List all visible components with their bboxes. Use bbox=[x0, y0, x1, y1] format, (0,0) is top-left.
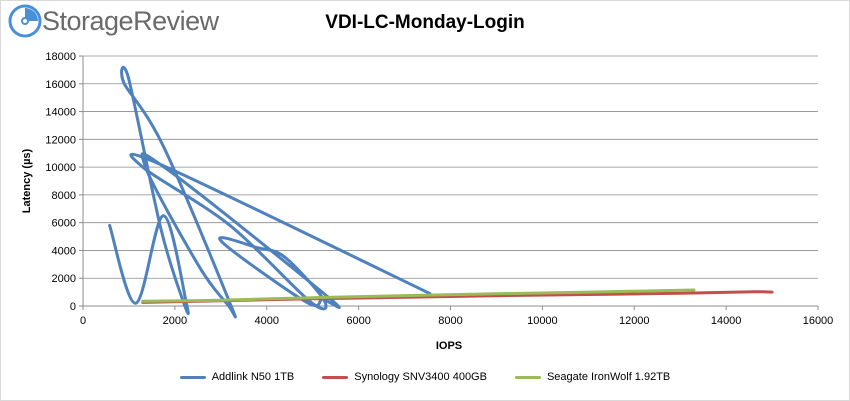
series-line-addlink bbox=[108, 65, 432, 319]
x-axis-ticks: 0 2000 4000 6000 8000 10000 12000 14000 16000 bbox=[80, 306, 833, 327]
series-lines bbox=[108, 65, 774, 319]
legend-label-seagate: Seagate IronWolf 1.92TB bbox=[546, 371, 671, 383]
legend: Addlink N50 1TB Synology SNV3400 400GB S… bbox=[0, 371, 850, 383]
y-tick-label: 8000 bbox=[52, 190, 76, 202]
series-line-seagate bbox=[141, 288, 696, 303]
x-tick-label: 4000 bbox=[255, 315, 279, 327]
x-tick-label: 12000 bbox=[619, 315, 650, 327]
x-tick-label: 8000 bbox=[438, 315, 462, 327]
y-axis-ticks: 0 2000 4000 6000 8000 10000 12000 14000 16000 180… bbox=[45, 51, 83, 313]
y-tick-label: 14000 bbox=[45, 107, 76, 119]
chart-title: VDI-LC-Monday-Login bbox=[325, 12, 525, 33]
storagereview-logo-icon bbox=[8, 4, 42, 38]
legend-item-synology: Synology SNV3400 400GB bbox=[322, 371, 487, 383]
x-tick-label: 0 bbox=[80, 315, 86, 327]
y-tick-label: 4000 bbox=[52, 245, 76, 257]
legend-swatch-synology bbox=[322, 375, 349, 379]
y-tick-label: 6000 bbox=[52, 218, 76, 230]
y-tick-label: 2000 bbox=[52, 273, 76, 285]
x-tick-label: 14000 bbox=[711, 315, 742, 327]
x-tick-label: 6000 bbox=[346, 315, 370, 327]
legend-label-addlink: Addlink N50 1TB bbox=[211, 371, 295, 383]
legend-swatch-seagate bbox=[514, 375, 541, 379]
x-tick-label: 10000 bbox=[527, 315, 558, 327]
x-tick-label: 16000 bbox=[803, 315, 834, 327]
storagereview-logo: StorageReview bbox=[8, 4, 219, 38]
gridlines bbox=[83, 55, 818, 279]
y-axis-label: Latency (µs) bbox=[21, 148, 33, 213]
y-tick-label: 16000 bbox=[45, 79, 76, 91]
x-axis-label: IOPS bbox=[436, 340, 462, 352]
y-tick-label: 0 bbox=[70, 301, 76, 313]
y-tick-label: 12000 bbox=[45, 134, 76, 146]
legend-item-seagate: Seagate IronWolf 1.92TB bbox=[514, 371, 671, 383]
y-tick-label: 18000 bbox=[45, 51, 76, 63]
y-tick-label: 10000 bbox=[45, 162, 76, 174]
x-tick-label: 2000 bbox=[163, 315, 187, 327]
logo-text: StorageReview bbox=[42, 5, 219, 36]
legend-item-addlink: Addlink N50 1TB bbox=[179, 371, 295, 383]
legend-label-synology: Synology SNV3400 400GB bbox=[354, 371, 487, 383]
legend-swatch-addlink bbox=[179, 375, 206, 379]
